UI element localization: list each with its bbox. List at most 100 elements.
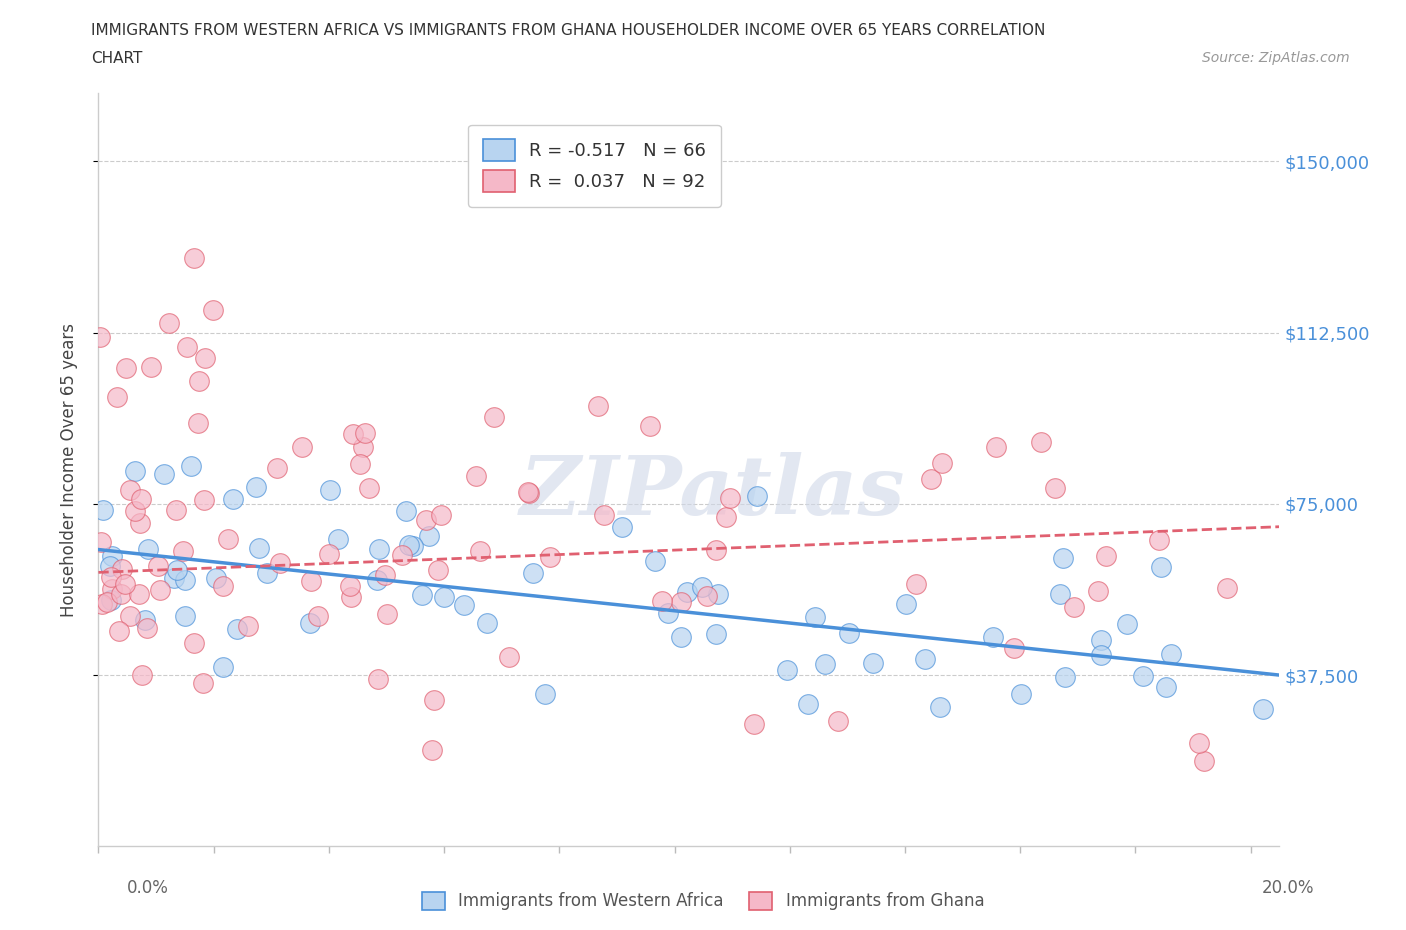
Point: [401, 538, 423, 553]
Point: [176, 339, 198, 354]
Point: [418, 528, 440, 543]
Point: [194, 351, 217, 365]
Point: [718, 490, 741, 505]
Point: [862, 656, 884, 671]
Point: [357, 481, 380, 496]
Point: [201, 302, 224, 317]
Point: [217, 531, 239, 546]
Point: [173, 609, 195, 624]
Point: [101, 581, 124, 596]
Point: [534, 687, 557, 702]
Point: [398, 538, 420, 553]
Point: [114, 577, 136, 591]
Point: [172, 544, 194, 559]
Point: [1049, 587, 1071, 602]
Point: [420, 743, 443, 758]
Point: [111, 562, 134, 577]
Point: [1090, 632, 1112, 647]
Text: 0.0%: 0.0%: [127, 879, 169, 897]
Point: [222, 491, 245, 506]
Point: [593, 508, 616, 523]
Point: [894, 597, 917, 612]
Point: [90, 535, 112, 550]
Point: [124, 504, 146, 519]
Point: [120, 608, 142, 623]
Legend: Immigrants from Western Africa, Immigrants from Ghana: Immigrants from Western Africa, Immigran…: [415, 885, 991, 917]
Point: [307, 608, 329, 623]
Point: [135, 620, 157, 635]
Point: [1194, 753, 1216, 768]
Point: [136, 541, 159, 556]
Point: [118, 483, 141, 498]
Point: [131, 668, 153, 683]
Text: Source: ZipAtlas.com: Source: ZipAtlas.com: [1202, 51, 1350, 65]
Point: [100, 569, 122, 584]
Point: [148, 559, 170, 574]
Y-axis label: Householder Income Over 65 years: Householder Income Over 65 years: [59, 323, 77, 617]
Point: [1052, 551, 1074, 565]
Point: [212, 660, 235, 675]
Point: [342, 427, 364, 442]
Point: [651, 593, 673, 608]
Point: [98, 559, 121, 574]
Point: [498, 649, 520, 664]
Point: [453, 597, 475, 612]
Point: [129, 491, 152, 506]
Point: [1090, 647, 1112, 662]
Point: [522, 565, 544, 580]
Point: [110, 586, 132, 601]
Point: [638, 418, 661, 433]
Point: [427, 563, 450, 578]
Point: [298, 615, 321, 630]
Point: [914, 651, 936, 666]
Point: [353, 440, 375, 455]
Point: [747, 488, 769, 503]
Point: [134, 613, 156, 628]
Point: [516, 485, 538, 499]
Point: [318, 546, 340, 561]
Point: [920, 472, 942, 487]
Point: [669, 594, 692, 609]
Text: CHART: CHART: [91, 51, 143, 66]
Point: [470, 544, 492, 559]
Text: 20.0%: 20.0%: [1263, 879, 1315, 897]
Point: [1010, 686, 1032, 701]
Point: [89, 330, 111, 345]
Point: [340, 590, 363, 604]
Point: [430, 508, 453, 523]
Point: [797, 697, 820, 711]
Point: [1147, 533, 1170, 548]
Point: [211, 578, 233, 593]
Point: [484, 410, 506, 425]
Point: [411, 587, 433, 602]
Point: [696, 589, 718, 604]
Point: [149, 582, 172, 597]
Point: [905, 576, 928, 591]
Point: [128, 586, 150, 601]
Point: [193, 492, 215, 507]
Point: [984, 440, 1007, 455]
Point: [1063, 600, 1085, 615]
Point: [91, 502, 114, 517]
Point: [1160, 646, 1182, 661]
Point: [1251, 701, 1274, 716]
Point: [374, 567, 396, 582]
Point: [367, 672, 389, 687]
Point: [1002, 640, 1025, 655]
Point: [124, 464, 146, 479]
Point: [610, 520, 633, 535]
Point: [183, 635, 205, 650]
Point: [100, 549, 122, 564]
Point: [415, 512, 437, 527]
Point: [153, 467, 176, 482]
Point: [141, 360, 163, 375]
Point: [256, 565, 278, 580]
Point: [775, 662, 797, 677]
Point: [690, 579, 713, 594]
Point: [1216, 580, 1239, 595]
Point: [433, 590, 456, 604]
Point: [166, 562, 188, 577]
Point: [319, 483, 342, 498]
Point: [349, 457, 371, 472]
Point: [157, 315, 180, 330]
